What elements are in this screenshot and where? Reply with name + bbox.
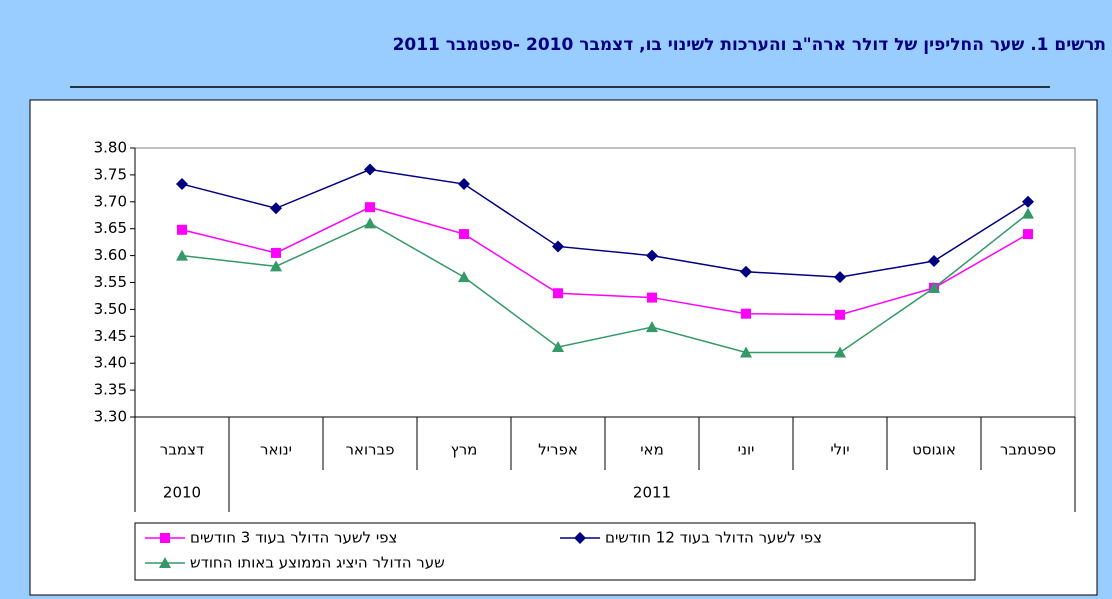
x-tick-label: אפריל (538, 441, 578, 459)
y-tick-label: 3.80 (94, 139, 127, 157)
marker (834, 346, 846, 358)
marker (646, 321, 658, 333)
x-tick-label: יולי (830, 441, 849, 459)
y-tick-label: 3.65 (94, 219, 127, 237)
year-label: 2011 (633, 484, 671, 502)
marker (458, 271, 470, 283)
marker (365, 202, 375, 213)
x-tick-label: מרץ (451, 441, 478, 459)
x-tick-label: דצמבר (160, 441, 204, 459)
marker (740, 346, 752, 358)
marker (740, 265, 752, 278)
legend-label: צפי לשער הדולר בעוד 3 חודשים (190, 529, 397, 547)
marker (364, 163, 376, 176)
legend-label: שער הדולר היציג הממוצע באותו החודש (190, 554, 445, 572)
marker (647, 292, 657, 303)
chart-title: תרשים 1. שער החליפין של דולר ארה"ב והערכ… (393, 35, 1106, 55)
y-tick-label: 3.40 (94, 354, 127, 372)
x-tick-label: ספטמבר (1000, 441, 1056, 459)
marker (1023, 229, 1033, 240)
marker (270, 260, 282, 272)
y-tick-label: 3.30 (94, 408, 127, 426)
marker (574, 532, 586, 544)
marker (835, 309, 845, 320)
marker (159, 557, 171, 568)
marker (552, 341, 564, 353)
series-line (181, 168, 1029, 278)
marker (271, 247, 281, 258)
x-tick-label: אוגוסט (912, 441, 956, 459)
marker (364, 217, 376, 229)
x-tick-label: ינואר (260, 441, 292, 459)
y-tick-label: 3.45 (94, 327, 127, 345)
y-tick-label: 3.55 (94, 273, 127, 291)
marker (928, 254, 940, 267)
marker (176, 249, 188, 261)
y-tick-label: 3.75 (94, 165, 127, 183)
y-tick-label: 3.50 (94, 300, 127, 318)
marker (834, 271, 846, 284)
marker (552, 240, 564, 253)
y-tick-label: 3.35 (94, 381, 127, 399)
marker (1022, 207, 1034, 219)
chart-area (29, 99, 1098, 596)
marker (176, 178, 188, 191)
marker (646, 249, 658, 262)
series-line (181, 213, 1029, 354)
marker (177, 224, 187, 235)
marker (1022, 195, 1034, 208)
marker (160, 533, 170, 543)
legend-label: צפי לשער הדולר בעוד 12 חודשים (605, 529, 822, 547)
marker (553, 288, 563, 299)
series-line (181, 206, 1029, 316)
y-tick-label: 3.60 (94, 246, 127, 264)
marker (458, 178, 470, 191)
year-label: 2010 (163, 484, 201, 502)
x-tick-label: יוני (738, 441, 755, 459)
x-tick-label: מאי (640, 441, 664, 459)
marker (459, 229, 469, 240)
marker (270, 202, 282, 215)
y-tick-label: 3.70 (94, 192, 127, 210)
marker (741, 308, 751, 319)
marker (928, 281, 940, 293)
legend (134, 522, 976, 581)
x-tick-label: פברואר (345, 441, 394, 459)
